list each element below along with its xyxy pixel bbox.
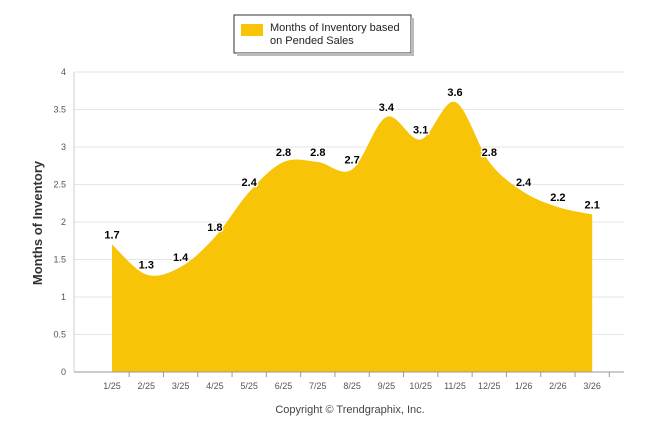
data-label: 1.7 — [104, 230, 119, 242]
copyright-footer: Copyright © Trendgraphix, Inc. — [275, 404, 424, 416]
data-point-2/26[interactable] — [555, 204, 561, 210]
data-label: 2.4 — [242, 177, 258, 189]
data-point-2/25[interactable] — [143, 272, 149, 278]
data-label: 2.7 — [344, 155, 359, 167]
x-tick-label: 9/25 — [378, 381, 396, 391]
x-tick-label: 6/25 — [275, 381, 293, 391]
legend-shadow-right — [411, 18, 414, 56]
data-label: 2.1 — [585, 200, 600, 212]
y-tick-label: 0.5 — [53, 330, 66, 340]
x-tick-label: 2/26 — [549, 381, 567, 391]
data-point-7/25[interactable] — [315, 159, 321, 165]
series-area[interactable] — [112, 101, 593, 372]
y-tick-label: 1.5 — [53, 255, 66, 265]
data-label: 1.3 — [139, 260, 154, 272]
y-axis-title: Months of Inventory — [30, 160, 45, 285]
x-tick-label: 10/25 — [409, 381, 432, 391]
series-area-layer — [109, 99, 595, 372]
legend-label-line-1: Months of Inventory based — [270, 22, 400, 34]
data-point-8/25[interactable] — [349, 167, 355, 173]
x-tick-label: 1/25 — [103, 381, 121, 391]
y-tick-label: 3.5 — [53, 105, 66, 115]
data-point-5/25[interactable] — [246, 189, 252, 195]
x-tick-labels: 1/25 2/25 3/25 4/25 5/25 6/25 7/25 8/25 9/25 10/2… — [103, 381, 601, 391]
legend-swatch — [241, 24, 263, 36]
data-point-3/26[interactable] — [589, 212, 595, 218]
x-tick-label: 2/25 — [138, 381, 156, 391]
y-tick-labels: 0 0.5 1 1.5 2 2.5 3 3.5 4 — [53, 67, 66, 377]
data-label: 2.4 — [516, 177, 532, 189]
legend[interactable]: Months of Inventory based on Pended Sale… — [233, 14, 414, 56]
data-label: 2.8 — [482, 147, 497, 159]
x-tick-label: 12/25 — [478, 381, 501, 391]
data-point-4/25[interactable] — [212, 234, 218, 240]
x-tick-label: 5/25 — [240, 381, 258, 391]
legend-shadow-bottom — [237, 53, 414, 56]
y-tick-label: 2.5 — [53, 180, 66, 190]
data-point-3/25[interactable] — [178, 264, 184, 270]
y-tick-label: 1 — [61, 292, 66, 302]
data-point-6/25[interactable] — [281, 159, 287, 165]
y-tick-label: 2 — [61, 217, 66, 227]
y-tick-label: 4 — [61, 67, 66, 77]
data-labels: 1.7 1.3 1.4 1.8 2.4 2.8 2.8 2.7 3.4 3.1 3.6 2.8 2.4 2… — [103, 86, 601, 273]
data-label: 1.4 — [173, 252, 189, 264]
x-tick-label: 11/25 — [444, 381, 466, 391]
x-tick-label: 3/26 — [583, 381, 601, 391]
data-label: 2.8 — [310, 147, 325, 159]
data-label: 2.2 — [550, 192, 565, 204]
axes — [73, 72, 624, 377]
data-point-11/25[interactable] — [452, 99, 458, 105]
data-label: 3.4 — [379, 102, 395, 114]
legend-box — [233, 14, 412, 54]
data-label: 3.6 — [447, 87, 462, 99]
x-tick-label: 7/25 — [309, 381, 327, 391]
data-label: 1.8 — [207, 222, 222, 234]
legend-label-line-2: on Pended Sales — [270, 35, 354, 47]
data-label: 2.8 — [276, 147, 291, 159]
x-tick-label: 4/25 — [206, 381, 224, 391]
y-tick-label: 3 — [61, 142, 66, 152]
data-point-10/25[interactable] — [418, 137, 424, 143]
x-tick-label: 3/25 — [172, 381, 190, 391]
x-tick-label: 8/25 — [343, 381, 361, 391]
x-tick-label: 1/26 — [515, 381, 533, 391]
data-point-1/25[interactable] — [109, 242, 115, 248]
data-label: 3.1 — [413, 125, 428, 137]
data-point-1/26[interactable] — [521, 189, 527, 195]
data-point-12/25[interactable] — [486, 159, 492, 165]
data-point-9/25[interactable] — [383, 114, 389, 120]
y-tick-label: 0 — [61, 367, 66, 377]
